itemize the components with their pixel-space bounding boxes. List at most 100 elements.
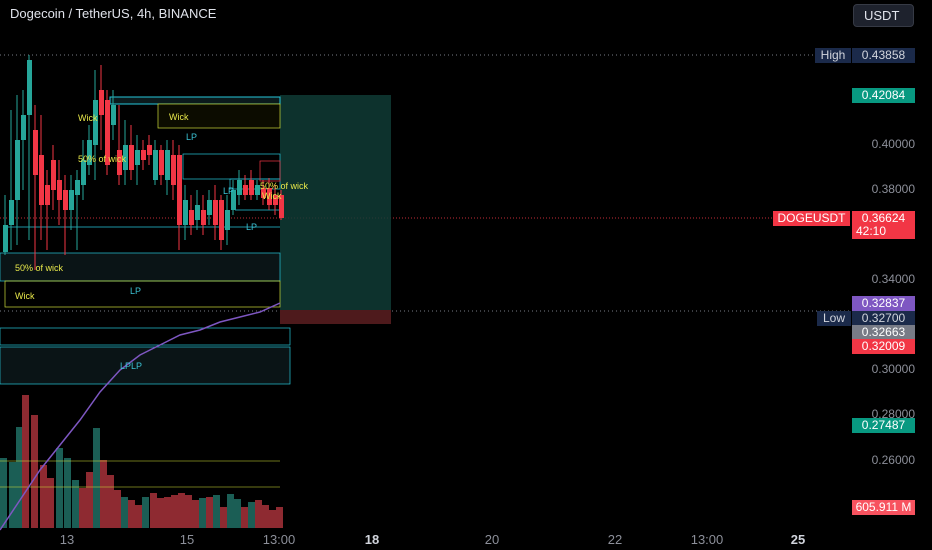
candle-body (99, 90, 104, 115)
volume-ma-tag: 0.27487 (852, 418, 915, 433)
volume-bar (121, 497, 128, 528)
candle-body (75, 180, 80, 195)
candle-body (171, 155, 176, 185)
price-axis-label: 0.30000 (871, 362, 915, 376)
volume-bar (79, 488, 86, 528)
volume-bar (262, 505, 269, 528)
candle-body (243, 185, 248, 195)
bar-countdown: 42:10 (852, 224, 915, 239)
volume-bar (135, 505, 142, 528)
candle-body (207, 200, 212, 215)
volume-bar (107, 475, 114, 528)
candle-body (33, 130, 38, 175)
candle-body (21, 115, 26, 140)
volume-bar (100, 460, 107, 528)
volume-bar (64, 458, 71, 528)
candle-body (93, 100, 98, 145)
candle-body (249, 180, 254, 195)
candle-body (123, 145, 128, 170)
candle-body (225, 210, 230, 230)
candle-body (3, 225, 8, 252)
time-axis-label: 20 (484, 532, 500, 547)
volume-bar (269, 510, 276, 528)
volume-bar (199, 498, 206, 528)
annotation-label: 50% of wick (78, 154, 127, 164)
current-price-tag: 0.36624 (852, 211, 915, 226)
moving-average-line (0, 302, 281, 531)
volume-bar (0, 458, 7, 528)
candle-body (165, 150, 170, 180)
candle-body (201, 210, 206, 225)
volume-bar (9, 462, 16, 528)
annotation-label: 50% of wick (260, 181, 309, 191)
candle-body (255, 185, 260, 195)
symbol-tag: DOGEUSDT (773, 211, 850, 226)
annotation-label: LP (246, 222, 257, 232)
ma-price-tag: 0.32837 (852, 296, 915, 311)
annotation-label: Wick (78, 113, 98, 123)
candle-body (153, 150, 158, 180)
candle-body (129, 145, 134, 170)
candle-body (273, 195, 278, 205)
volume-bars (0, 395, 283, 528)
annotation-label: Wick (262, 191, 282, 201)
candle-body (87, 140, 92, 165)
volume-bar (227, 494, 234, 528)
liquidity-zones (0, 96, 291, 385)
candle-body (147, 145, 152, 155)
candle-body (45, 185, 50, 205)
volume-bar (206, 497, 213, 528)
volume-bar (47, 478, 54, 528)
time-axis-label: 22 (607, 532, 623, 547)
low-tag-value: 0.32700 (852, 311, 915, 326)
profit-zone[interactable] (280, 95, 391, 310)
volume-bar (220, 507, 227, 528)
volume-bar (178, 493, 185, 528)
candle-body (27, 60, 32, 115)
candle-body (81, 160, 86, 185)
volume-bar (157, 498, 164, 528)
candle-body (183, 200, 188, 225)
annotation-label: Wick (15, 291, 35, 301)
price-axis-label: 0.26000 (871, 453, 915, 467)
candle-body (279, 195, 284, 218)
symbol-title[interactable]: Dogecoin / TetherUS, 4h, BINANCE (10, 6, 217, 21)
price-axis-label: 0.38000 (871, 182, 915, 196)
candle-body (177, 155, 182, 225)
volume-bar (164, 497, 171, 528)
time-axis-label: 13:00 (262, 532, 296, 547)
volume-bar (234, 499, 241, 528)
volume-bar (276, 507, 283, 528)
volume-bar (93, 428, 100, 528)
volume-bar (72, 480, 79, 528)
time-axis-label: 25 (790, 532, 806, 547)
volume-bar (16, 427, 23, 528)
high-tag-value: 0.43858 (852, 48, 915, 63)
candle-body (195, 205, 200, 220)
volume-bar (241, 507, 248, 528)
currency-selector[interactable]: USDT (853, 4, 914, 27)
candle-body (117, 150, 122, 175)
volume-bar (40, 465, 47, 528)
volume-bar (255, 500, 262, 528)
volume-bar (185, 495, 192, 528)
annotation-label: Wick (169, 112, 189, 122)
candle-body (57, 180, 62, 200)
volume-bar (56, 448, 63, 528)
candle-body (237, 180, 242, 195)
stop-price-tag: 0.32009 (852, 339, 915, 354)
volume-bar (22, 395, 29, 528)
annotation-label: LP (130, 286, 141, 296)
time-axis-label: 13 (59, 532, 75, 547)
candlesticks (3, 55, 284, 270)
volume-bar (128, 500, 135, 528)
stop-loss-zone[interactable] (280, 310, 391, 324)
time-axis-label: 13:00 (690, 532, 724, 547)
candle-body (9, 200, 14, 225)
low-tag-label: Low (817, 311, 851, 326)
volume-bar (171, 495, 178, 528)
volume-bar (86, 472, 93, 528)
volume-bar (213, 495, 220, 528)
